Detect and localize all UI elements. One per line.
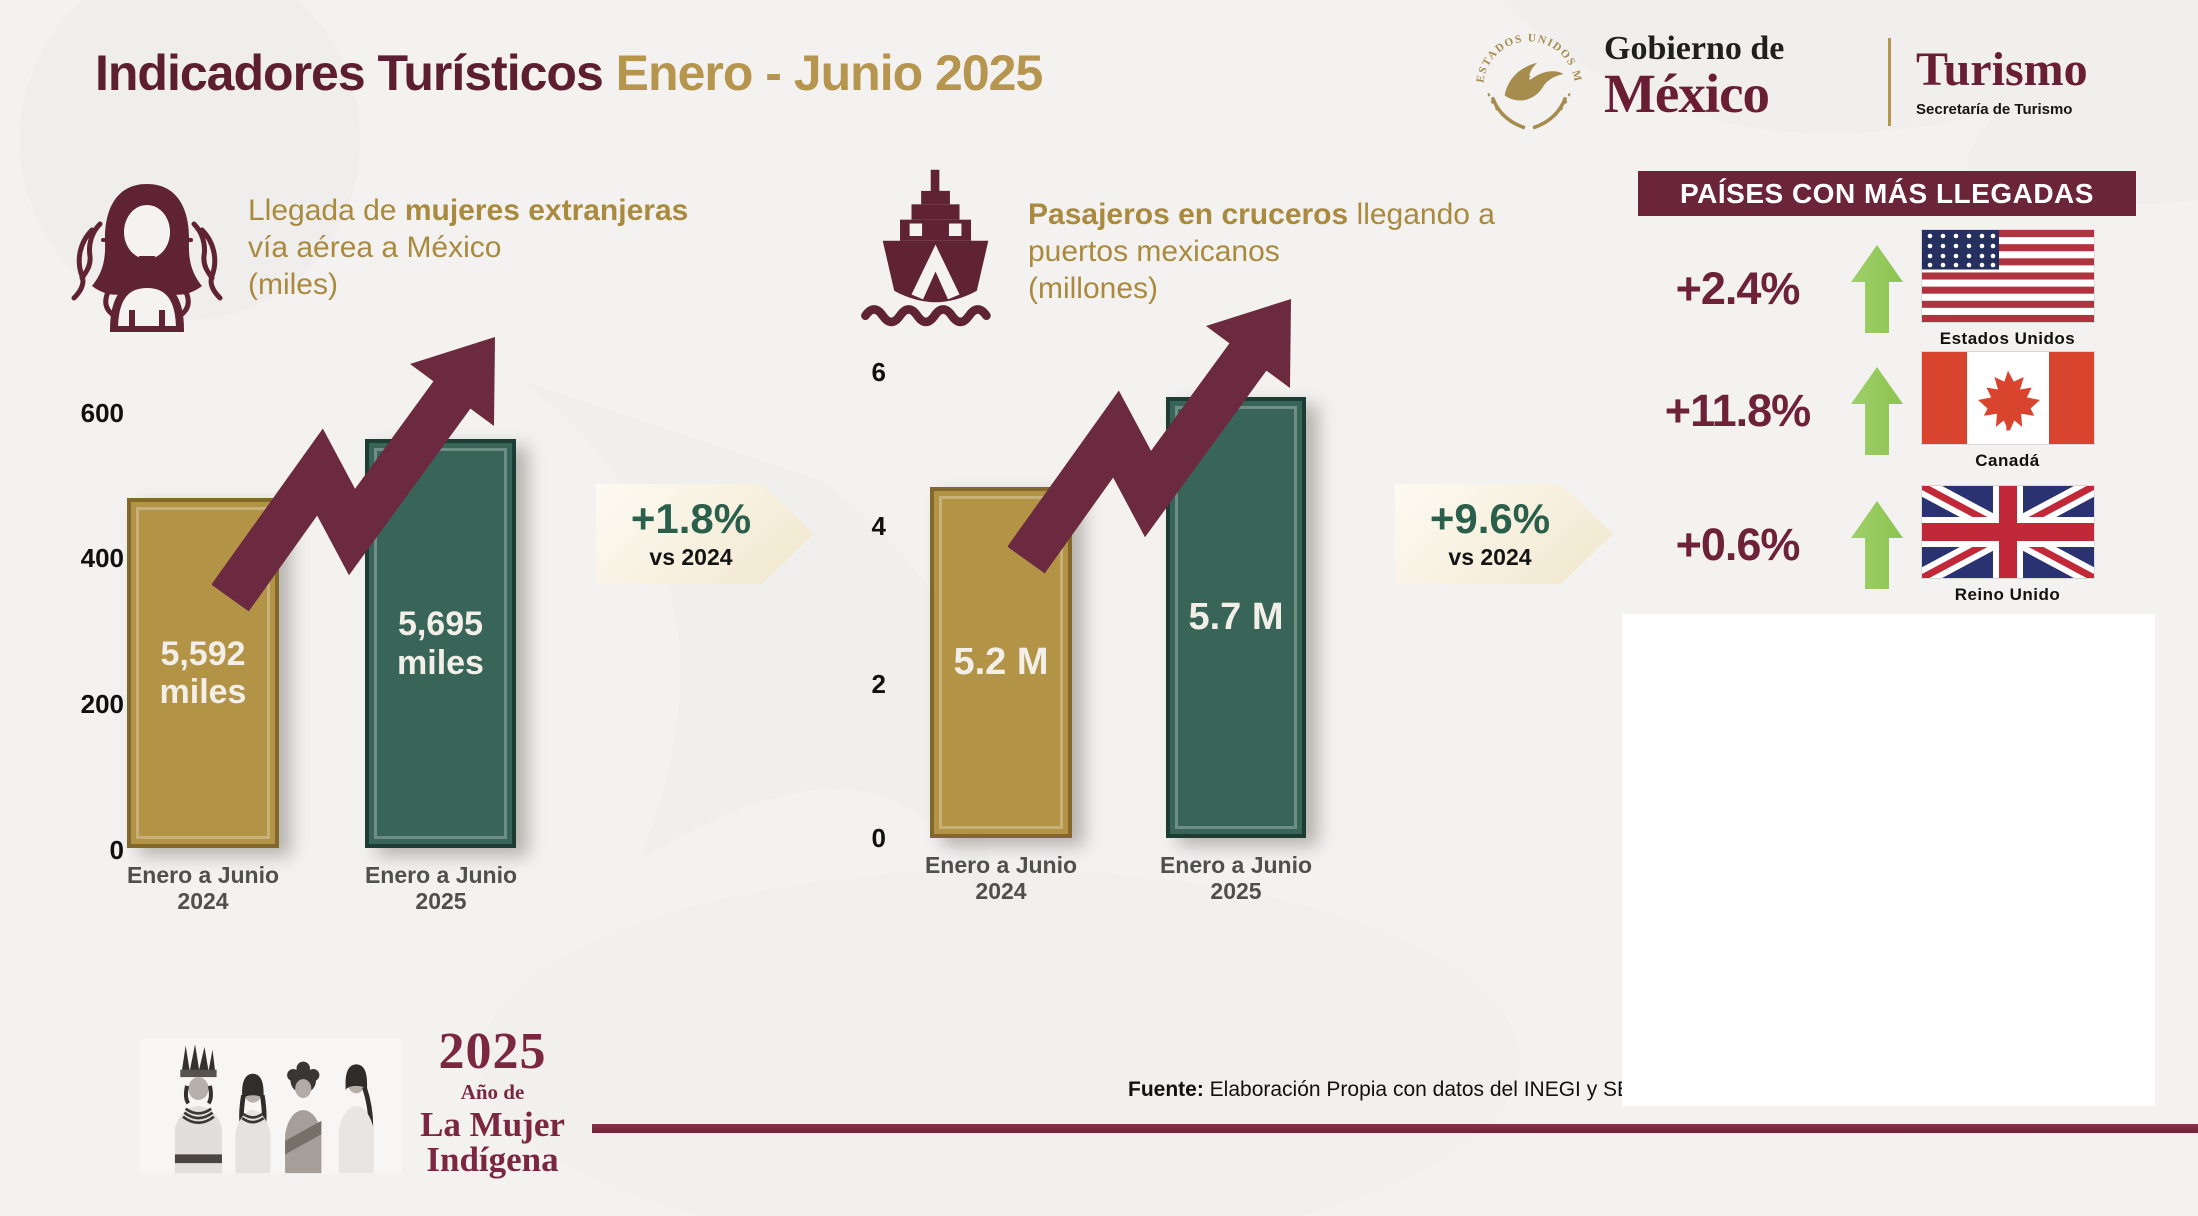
bar-2024: 5,592 miles <box>127 498 279 848</box>
up-arrow-icon <box>1851 245 1903 333</box>
gobierno-de-text: Gobierno de <box>1604 30 1785 67</box>
x-label-2024: Enero a Junio 2024 <box>126 862 280 914</box>
bar-2024: 5.2 M <box>930 487 1072 838</box>
bar-unit: miles <box>159 673 247 711</box>
y-tick: 0 <box>871 823 886 853</box>
mexico-text: México <box>1604 63 1770 124</box>
y-tick: 0 <box>109 835 124 865</box>
y-tick: 200 <box>80 689 124 719</box>
x-label-2025: Enero a Junio 2025 <box>364 862 518 914</box>
country-name: Estados Unidos <box>1939 328 2076 348</box>
y-tick: 600 <box>80 398 124 428</box>
up-arrow-icon <box>1851 367 1903 455</box>
cruise-heading-bold: Pasajeros en cruceros <box>1028 198 1349 231</box>
page-title: Indicadores Turísticos Enero - Junio 202… <box>95 44 1044 102</box>
flag-us-icon <box>1921 229 2094 322</box>
source-note: Fuente: Elaboración Propia con datos del… <box>1128 1078 1678 1102</box>
change-vs: vs 2024 <box>649 543 733 570</box>
country-percent: +0.6% <box>1675 519 1801 570</box>
source-text: Elaboración Propia con datos del INEGI y… <box>1203 1078 1678 1101</box>
turismo-text: Turismo <box>1916 43 2088 96</box>
empty-panel <box>1622 614 2155 1106</box>
air-section-heading: Llegada de mujeres extranjeras vía aérea… <box>248 192 688 303</box>
bar-value: 5.7 M <box>1188 596 1284 639</box>
country-percent: +11.8% <box>1664 385 1811 436</box>
change-percent: +1.8% <box>630 494 752 542</box>
air-heading-bold: mujeres extranjeras <box>404 194 689 227</box>
y-tick: 4 <box>871 511 886 541</box>
change-badge-air: +1.8% vs 2024 <box>596 484 814 584</box>
bar-value: 5,592 <box>160 634 246 673</box>
country-row-us: +2.4% Estados Unidos <box>1630 224 2160 354</box>
country-name: Reino Unido <box>1954 584 2061 604</box>
flag-uk-icon <box>1921 485 2094 578</box>
campaign-year: 2025 <box>438 1023 547 1080</box>
flag-canada-icon <box>1921 351 2094 444</box>
bar-unit: miles <box>397 643 484 682</box>
cruise-section-heading: Pasajeros en cruceros llegando a puertos… <box>1028 196 1495 307</box>
secretaria-de-turismo-text: Secretaría de Turismo <box>1916 101 2073 118</box>
air-heading-unit: (miles) <box>248 268 338 301</box>
indigenous-women-photo <box>140 1038 402 1174</box>
change-vs: vs 2024 <box>1448 543 1532 570</box>
campaign-line2: La Mujer <box>420 1105 565 1144</box>
logo-divider <box>1888 38 1891 126</box>
change-badge-cruise: +9.6% vs 2024 <box>1395 484 1613 584</box>
bar-value: 5,695 <box>397 605 484 644</box>
country-row-uk: +0.6% Reino Unido <box>1630 480 2160 610</box>
campaign-logo: 2025 Año de La Mujer Indígena <box>400 1023 585 1179</box>
source-label: Fuente: <box>1128 1078 1204 1101</box>
campaign-line1: Año de <box>460 1080 525 1104</box>
air-heading-prefix: Llegada de <box>248 194 405 227</box>
bar-2025: 5.7 M <box>1166 397 1306 838</box>
country-row-canada: +11.8% Canadá <box>1630 346 2160 476</box>
mexico-coat-of-arms-icon: ESTADOS UNIDOS MEXICANOS <box>1468 16 1582 130</box>
country-percent: +2.4% <box>1675 263 1801 314</box>
page-title-primary: Indicadores Turísticos <box>95 45 604 101</box>
air-heading-line2: vía aérea a México <box>248 231 502 264</box>
country-name: Canadá <box>1975 450 2040 470</box>
y-tick: 6 <box>871 357 886 387</box>
turismo-logo: Turismo Secretaría de Turismo <box>1916 42 2088 118</box>
women-group-icon <box>71 184 223 332</box>
gobierno-de-mexico-logo: Gobierno de México <box>1604 30 1784 125</box>
cruise-ship-icon <box>861 169 991 327</box>
bottom-divider-line <box>592 1124 2198 1133</box>
x-label-2025: Enero a Junio 2025 <box>1159 852 1313 904</box>
cruise-heading-suffix: llegando a <box>1348 198 1495 231</box>
campaign-line3: Indígena <box>426 1140 559 1179</box>
y-tick: 2 <box>871 669 886 699</box>
cruise-heading-line2: puertos mexicanos <box>1028 235 1280 268</box>
cruise-heading-unit: (millones) <box>1028 272 1159 305</box>
bar-value: 5.2 M <box>953 641 1049 684</box>
change-percent: +9.6% <box>1429 494 1551 542</box>
x-label-2024: Enero a Junio 2024 <box>924 852 1078 904</box>
up-arrow-icon <box>1851 501 1903 589</box>
page-title-secondary: Enero - Junio 2025 <box>615 45 1044 101</box>
countries-panel-title: PAÍSES CON MÁS LLEGADAS <box>1638 171 2136 216</box>
y-tick: 400 <box>80 543 124 573</box>
bar-2025: 5,695 miles <box>365 439 516 848</box>
